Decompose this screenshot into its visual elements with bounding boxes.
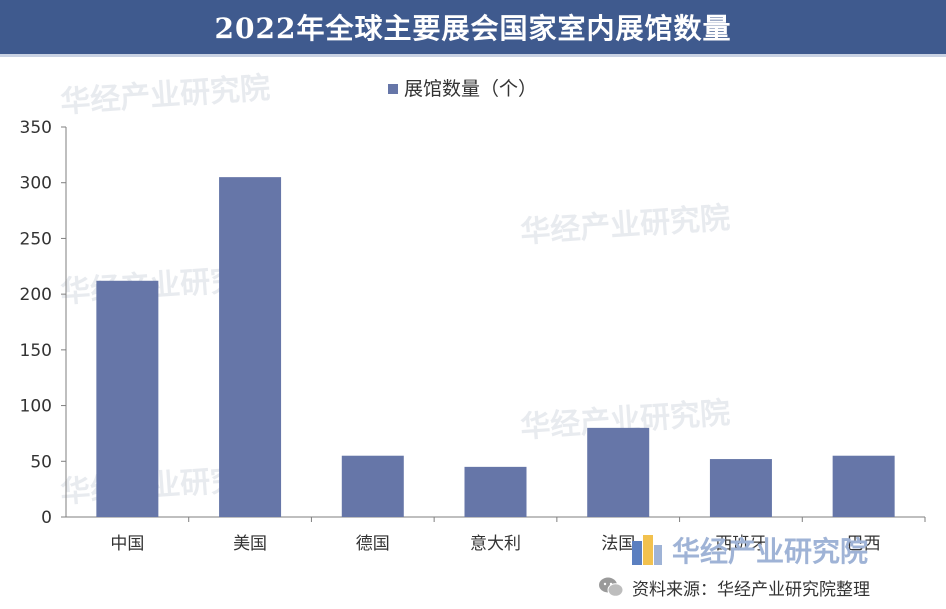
chart-title: 2022年全球主要展会国家室内展馆数量 [214, 12, 732, 45]
chart-area: 展馆数量（个） 0 50 100 150 200 250 300 350 中国 美国 德国 意大利 法国 西… [0, 57, 946, 609]
x-tick-label: 中国 [110, 534, 144, 554]
source-text: 资料来源：华经产业研究院整理 [632, 579, 870, 600]
bar [832, 455, 895, 517]
source-note: 资料来源：华经产业研究院整理 [598, 572, 870, 602]
x-tick-label: 德国 [356, 534, 390, 554]
x-tick-label: 巴西 [847, 534, 881, 554]
wechat-icon [599, 577, 624, 597]
bar [709, 459, 772, 517]
bar [219, 177, 282, 517]
y-tick-label: 250 [20, 229, 52, 249]
y-tick-label: 300 [20, 174, 52, 194]
bar [587, 427, 650, 517]
brand-logo: 华经产业研究院 [630, 528, 930, 572]
legend-swatch-icon [388, 84, 398, 94]
x-tick-label: 法国 [601, 534, 635, 554]
bar-chart: 展馆数量（个） 0 50 100 150 200 250 300 350 中国 美国 德国 意大利 法国 西… [20, 78, 926, 554]
y-tick-label: 50 [30, 452, 52, 472]
x-tick-label: 美国 [233, 534, 267, 554]
legend-label: 展馆数量（个） [404, 78, 537, 100]
y-tick-label: 200 [20, 285, 52, 305]
y-tick-label: 100 [20, 397, 52, 417]
x-tick-label: 意大利 [470, 534, 521, 554]
title-bar: 2022年全球主要展会国家室内展馆数量 [0, 0, 946, 57]
brand-text: 华经产业研究院 [672, 535, 869, 568]
y-tick-label: 0 [41, 508, 52, 528]
bar [341, 455, 404, 517]
brand-logo-icon [632, 535, 662, 565]
bar [464, 466, 527, 517]
y-tick-label: 350 [20, 118, 52, 138]
x-tick-label: 西班牙 [715, 534, 766, 554]
y-tick-label: 150 [20, 341, 52, 361]
bar [96, 280, 159, 517]
